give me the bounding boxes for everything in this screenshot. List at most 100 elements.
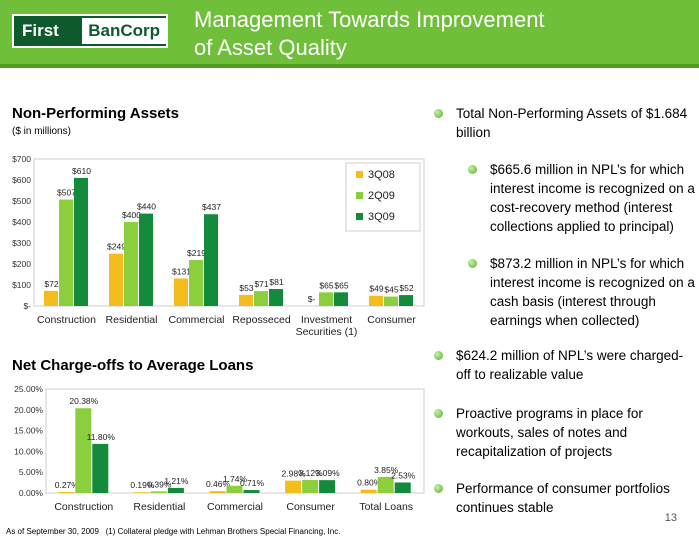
- page-number: 13: [664, 512, 677, 524]
- npa-chart: $- $100 $200 $300 $400 $500 $600 $700 $72 $507 $61…: [12, 154, 425, 338]
- data-label: $53: [239, 283, 253, 293]
- bar: [139, 213, 153, 306]
- bar: [384, 296, 398, 306]
- bar: [254, 291, 268, 306]
- footer-note: (1) Collateral pledge with Lehman Brothe…: [105, 527, 341, 536]
- bullet-dot-icon: [468, 165, 477, 174]
- data-label: $45: [384, 285, 398, 295]
- data-label: 1.74%: [223, 474, 248, 484]
- bar: [92, 443, 109, 493]
- data-label: 2.98%: [282, 469, 307, 479]
- y-tick-label: 0.00%: [19, 488, 44, 498]
- data-label: 2.53%: [391, 470, 416, 480]
- data-label: $610: [72, 166, 91, 176]
- bar: [285, 480, 302, 493]
- bullet-dot-icon: [434, 109, 443, 118]
- bar: [150, 491, 167, 493]
- data-label: $437: [202, 202, 221, 212]
- bullet-dot-icon: [434, 484, 443, 493]
- bar: [239, 294, 253, 306]
- data-label: $49: [369, 284, 383, 294]
- bar: [74, 177, 88, 306]
- bar: [58, 491, 75, 493]
- page-title-line1: Management Towards Improvement: [194, 7, 545, 32]
- bar: [204, 214, 218, 306]
- legend-swatch: [356, 192, 363, 199]
- bar: [360, 489, 377, 493]
- nco-title: Net Charge-offs to Average Loans: [12, 357, 254, 374]
- data-label: $400: [122, 210, 141, 220]
- page-title: Management Towards Improvement of Asset …: [194, 6, 545, 62]
- y-tick-label: 5.00%: [19, 467, 44, 477]
- bullet-3: $873.2 million in NPL’s for which intere…: [490, 256, 695, 328]
- x-tick-label: Investment: [301, 314, 352, 326]
- bullet-dot-icon: [468, 259, 477, 268]
- x-tick-label: Securities (1): [296, 326, 358, 338]
- bar: [399, 295, 413, 306]
- data-label: $65: [334, 280, 348, 290]
- data-label: $52: [399, 283, 413, 293]
- data-label: $81: [269, 277, 283, 287]
- data-label: $440: [137, 202, 156, 212]
- bar: [75, 408, 92, 493]
- data-label: $-: [308, 294, 316, 304]
- y-tick-label: 10.00%: [14, 446, 43, 456]
- legend-swatch: [356, 213, 363, 220]
- legend-label: 3Q08: [368, 169, 395, 181]
- logo-first: First: [22, 21, 59, 40]
- data-label: 11.80%: [87, 432, 116, 442]
- data-label: $72: [44, 279, 58, 289]
- bar: [209, 491, 226, 493]
- bar: [302, 480, 319, 493]
- data-label: $249: [107, 242, 126, 252]
- data-label: 0.46%: [206, 479, 231, 489]
- y-tick-label: $300: [12, 238, 31, 248]
- firstbancorp-logo: First BanCorp: [12, 14, 168, 48]
- bar: [59, 199, 73, 306]
- legend-swatch: [356, 171, 363, 178]
- bar: [226, 485, 243, 493]
- npa-title: Non-Performing Assets: [12, 105, 179, 122]
- footer-as-of: As of September 30, 2009: [6, 527, 99, 536]
- bar: [167, 487, 184, 493]
- data-label: 0.80%: [357, 478, 382, 488]
- x-tick-label: Consumer: [367, 314, 416, 326]
- data-label: 20.38%: [69, 396, 98, 406]
- legend-label: 3Q09: [368, 211, 395, 223]
- data-label: $219: [187, 248, 206, 258]
- y-tick-label: $100: [12, 280, 31, 290]
- data-label: $507: [57, 188, 76, 198]
- bar: [377, 476, 394, 493]
- bar: [269, 288, 283, 306]
- x-tick-label: Reposseced: [232, 314, 291, 326]
- bar: [243, 490, 260, 493]
- bullet-dot-icon: [434, 351, 443, 360]
- bar: [319, 292, 333, 306]
- plot-area: [45, 388, 425, 494]
- y-tick-label: $600: [12, 175, 31, 185]
- data-label: $131: [172, 266, 191, 276]
- y-tick-label: 20.00%: [14, 405, 43, 415]
- nco-chart: 0.00% 5.00% 10.00% 15.00% 20.00% 25.00% 0.27% 2…: [14, 384, 425, 513]
- bar: [394, 482, 411, 493]
- data-label: 0.19%: [130, 480, 155, 490]
- data-label: 3.12%: [299, 468, 324, 478]
- bullet-dot-icon: [434, 409, 443, 418]
- bullet-5: Proactive programs in place for workouts…: [456, 406, 643, 459]
- logo-bancorp: BanCorp: [82, 18, 166, 44]
- data-label: 0.27%: [55, 480, 80, 490]
- bar: [334, 292, 348, 306]
- bar: [44, 290, 58, 306]
- bar: [369, 295, 383, 306]
- bar: [109, 253, 123, 306]
- y-tick-label: 15.00%: [14, 426, 43, 436]
- y-tick-label: $700: [12, 154, 31, 164]
- npa-subtitle: ($ in millions): [12, 126, 71, 137]
- x-tick-label: Commercial: [168, 314, 224, 326]
- x-tick-label: Residential: [133, 501, 185, 513]
- data-label: 1.21%: [164, 476, 189, 486]
- bar: [189, 260, 203, 306]
- bar: [174, 278, 188, 306]
- footer: As of September 30, 2009 (1) Collateral …: [6, 527, 340, 536]
- header-stripe: [0, 64, 699, 68]
